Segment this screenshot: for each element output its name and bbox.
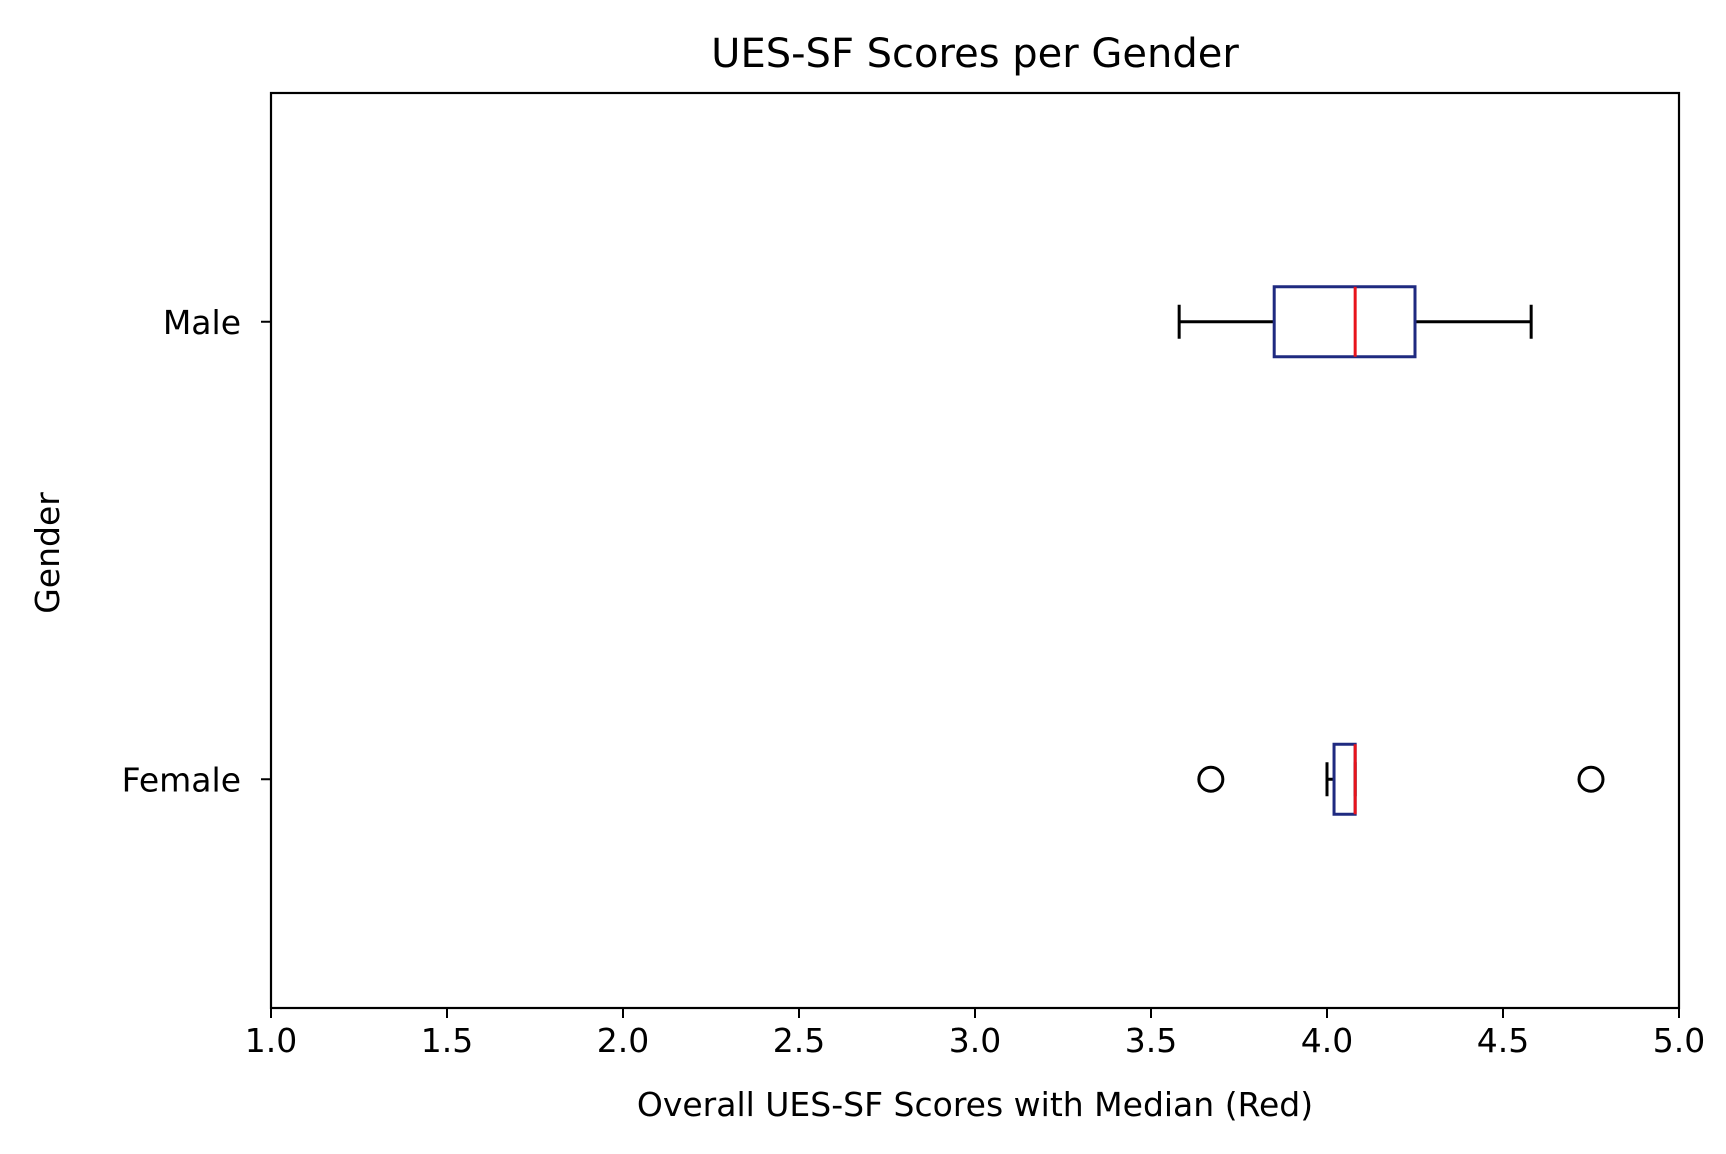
x-tick-label: 3.5 xyxy=(1125,1021,1177,1060)
x-tick-label: 2.0 xyxy=(597,1021,649,1060)
box-group-female xyxy=(1197,742,1605,816)
y-tick-label: Male xyxy=(163,303,241,342)
y-tick-label: Female xyxy=(122,760,241,799)
x-tick-label: 4.5 xyxy=(1477,1021,1529,1060)
x-tick-label: 2.5 xyxy=(773,1021,825,1060)
y-axis-ticks: Female Male xyxy=(122,303,271,799)
x-tick-label: 5.0 xyxy=(1653,1021,1705,1060)
x-tick-label: 3.0 xyxy=(949,1021,1001,1060)
x-tick-label: 4.0 xyxy=(1301,1021,1353,1060)
box-iqr xyxy=(1272,285,1417,359)
chart-title: UES-SF Scores per Gender xyxy=(711,31,1239,77)
x-axis-label: Overall UES-SF Scores with Median (Red) xyxy=(637,1085,1313,1124)
box-iqr xyxy=(1332,742,1357,816)
plot-frame xyxy=(269,91,1681,1010)
x-tick-label: 1.5 xyxy=(421,1021,473,1060)
x-tick-label: 1.0 xyxy=(245,1021,297,1060)
outlier-point xyxy=(1197,765,1225,793)
plot-content xyxy=(1177,285,1605,816)
box-group-male xyxy=(1177,285,1533,359)
x-axis-ticks: 1.0 1.5 2.0 2.5 3.0 3.5 4.0 4.5 5.0 xyxy=(245,1008,1705,1060)
y-axis-label: Gender xyxy=(28,492,67,614)
outlier-point xyxy=(1577,765,1605,793)
